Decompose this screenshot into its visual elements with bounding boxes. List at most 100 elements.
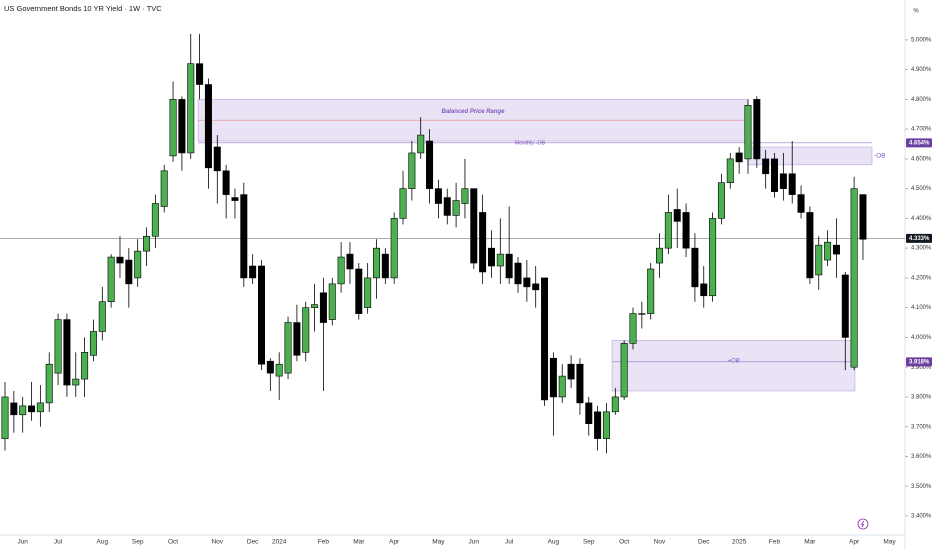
candle-body — [408, 152, 416, 189]
x-tick-label: Feb — [318, 539, 330, 546]
candle-body — [487, 247, 495, 267]
candle-body — [470, 188, 478, 264]
candle-body — [549, 357, 557, 398]
candle-body — [293, 322, 301, 356]
x-tick-label: Feb — [769, 539, 781, 546]
candle-body — [98, 301, 106, 332]
candle-body — [81, 352, 89, 380]
candle-body — [700, 283, 708, 297]
replay-icon[interactable] — [857, 518, 869, 530]
candle-body — [443, 197, 451, 216]
y-tick-label: 3.500% — [911, 484, 932, 490]
candle-body — [319, 292, 327, 323]
y-tick-label: 4.300% — [911, 246, 932, 252]
y-tick-label: 4.900% — [911, 67, 932, 73]
x-tick-label: Aug — [97, 539, 109, 546]
candle-body — [744, 105, 752, 160]
candle-body — [717, 182, 725, 219]
candle-body — [249, 265, 257, 279]
candle-body — [355, 268, 363, 314]
candle-body — [585, 402, 593, 425]
candle-body — [496, 253, 504, 267]
candle-body — [160, 170, 168, 207]
y-tick-label: 3.600% — [911, 454, 932, 460]
candle-body — [815, 244, 823, 276]
price-label: 4.333% — [909, 236, 930, 242]
candle-body — [841, 274, 849, 338]
y-tick-label: 4.600% — [911, 156, 932, 162]
candle-body — [346, 253, 354, 270]
candle-body — [213, 146, 221, 172]
x-tick-label: Mar — [353, 539, 365, 546]
x-tick-label: 2025 — [732, 539, 747, 546]
candle-body — [187, 63, 195, 154]
candle-body — [452, 200, 460, 216]
candle-body — [311, 304, 319, 308]
candle-body — [36, 402, 44, 413]
y-tick-label: 4.400% — [911, 216, 932, 222]
candle-body — [753, 99, 761, 160]
level-label: Monthly -OB — [515, 140, 546, 146]
candle-body — [656, 247, 664, 264]
candle-body — [611, 396, 619, 413]
candle-body — [541, 277, 549, 401]
candle-body — [399, 188, 407, 219]
candle-body — [143, 235, 151, 252]
price-label-bg — [906, 138, 932, 148]
x-tick-label: Jul — [505, 539, 514, 546]
y-tick-label: 4.100% — [911, 305, 932, 311]
x-tick-label: Dec — [247, 539, 259, 546]
x-tick-label: Jun — [469, 539, 480, 546]
x-tick-label: Sep — [132, 539, 144, 546]
candle-body — [532, 283, 540, 291]
candle-body — [116, 256, 124, 264]
candle-body — [134, 250, 142, 279]
candle-body — [426, 140, 434, 189]
x-tick-label: Apr — [849, 539, 860, 546]
candle-body — [779, 173, 787, 189]
candle-body — [523, 277, 531, 288]
candle-body — [664, 212, 672, 249]
candle-body — [850, 188, 858, 368]
x-tick-label: Oct — [168, 539, 178, 546]
candle-body — [125, 259, 133, 285]
x-tick-label: Dec — [698, 539, 710, 546]
candle-body — [691, 247, 699, 288]
x-tick-label: Nov — [211, 539, 223, 546]
candle-body — [63, 319, 71, 386]
candle-body — [638, 313, 646, 315]
candle-body — [726, 158, 734, 183]
chart-title: US Government Bonds 10 YR Yield · 1W · T… — [4, 4, 162, 13]
candle-body — [824, 241, 832, 261]
x-tick-label: May — [883, 539, 896, 546]
candle-body — [594, 411, 602, 439]
x-tick-label: Nov — [654, 539, 666, 546]
candle-body — [302, 307, 310, 353]
candle-body — [28, 405, 36, 413]
candle-body — [505, 253, 513, 279]
candle-body — [89, 331, 97, 356]
candle-body — [859, 194, 867, 240]
candle-body — [479, 212, 487, 273]
x-tick-label: Oct — [619, 539, 629, 546]
candle-body — [72, 378, 80, 386]
candle-body — [1, 396, 9, 439]
candle-body — [240, 194, 248, 279]
y-tick-label: 3.400% — [911, 514, 932, 520]
candle-body — [514, 262, 522, 285]
y-tick-label: 3.700% — [911, 424, 932, 430]
candle-body — [266, 360, 274, 374]
candle-body — [169, 99, 177, 157]
y-tick-label: 4.700% — [911, 127, 932, 133]
candle-body — [735, 152, 743, 163]
candle-body — [107, 256, 115, 303]
y-tick-label: 5.000% — [911, 37, 932, 43]
candle-body — [602, 411, 610, 439]
candle-body — [673, 209, 681, 222]
x-tick-label: Mar — [804, 539, 816, 546]
candle-body — [275, 363, 283, 377]
candle-body — [231, 197, 239, 201]
candle-body — [647, 268, 655, 314]
zone-label: -OB — [874, 153, 886, 160]
price-label: 4.654% — [909, 140, 930, 146]
